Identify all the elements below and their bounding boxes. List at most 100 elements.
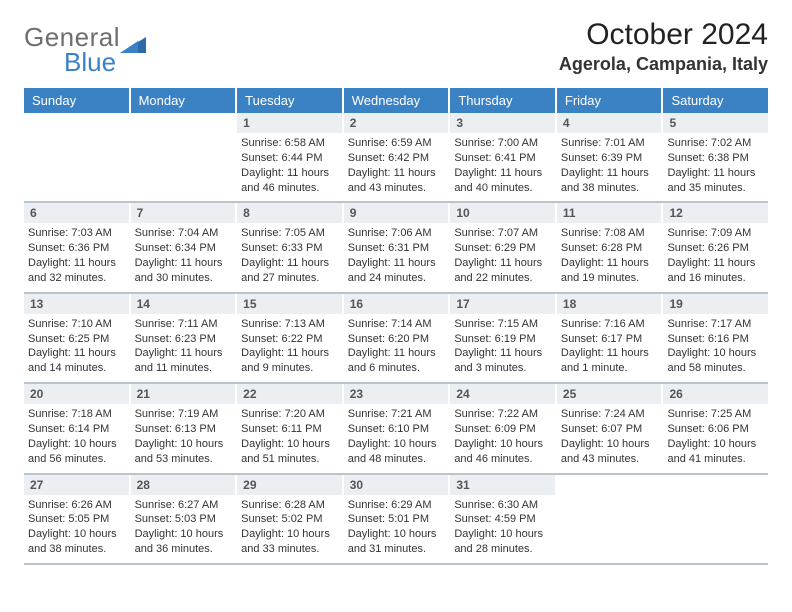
sunset-text: Sunset: 6:22 PM xyxy=(241,332,338,347)
day-cell: 7Sunrise: 7:04 AMSunset: 6:34 PMDaylight… xyxy=(131,203,238,291)
day-cell: 4Sunrise: 7:01 AMSunset: 6:39 PMDaylight… xyxy=(557,113,664,201)
sunset-text: Sunset: 6:16 PM xyxy=(667,332,764,347)
sunset-text: Sunset: 6:23 PM xyxy=(135,332,232,347)
day-body: Sunrise: 7:22 AMSunset: 6:09 PMDaylight:… xyxy=(450,404,555,472)
weekday-header: Monday xyxy=(131,88,238,113)
daylight-text: Daylight: 11 hours and 1 minute. xyxy=(561,346,658,376)
sunrise-text: Sunrise: 7:07 AM xyxy=(454,226,551,241)
day-cell: 30Sunrise: 6:29 AMSunset: 5:01 PMDayligh… xyxy=(344,475,451,563)
sunrise-text: Sunrise: 6:27 AM xyxy=(135,498,232,513)
daylight-text: Daylight: 11 hours and 22 minutes. xyxy=(454,256,551,286)
sunrise-text: Sunrise: 7:16 AM xyxy=(561,317,658,332)
logo: General Blue xyxy=(24,18,146,78)
daylight-text: Daylight: 11 hours and 43 minutes. xyxy=(348,166,445,196)
daylight-text: Daylight: 11 hours and 9 minutes. xyxy=(241,346,338,376)
daylight-text: Daylight: 10 hours and 43 minutes. xyxy=(561,437,658,467)
page-header: General Blue October 2024 Agerola, Campa… xyxy=(24,18,768,78)
week-row: 27Sunrise: 6:26 AMSunset: 5:05 PMDayligh… xyxy=(24,475,768,565)
weekday-header-row: SundayMondayTuesdayWednesdayThursdayFrid… xyxy=(24,88,768,113)
day-cell: 11Sunrise: 7:08 AMSunset: 6:28 PMDayligh… xyxy=(557,203,664,291)
day-number: 18 xyxy=(557,294,662,314)
daylight-text: Daylight: 11 hours and 14 minutes. xyxy=(28,346,125,376)
sunset-text: Sunset: 5:05 PM xyxy=(28,512,125,527)
day-cell: 27Sunrise: 6:26 AMSunset: 5:05 PMDayligh… xyxy=(24,475,131,563)
sunset-text: Sunset: 6:44 PM xyxy=(241,151,338,166)
day-number: 12 xyxy=(663,203,768,223)
sunset-text: Sunset: 6:28 PM xyxy=(561,241,658,256)
day-body: Sunrise: 7:01 AMSunset: 6:39 PMDaylight:… xyxy=(557,133,662,201)
sunrise-text: Sunrise: 7:01 AM xyxy=(561,136,658,151)
sunset-text: Sunset: 6:38 PM xyxy=(667,151,764,166)
day-body: Sunrise: 6:27 AMSunset: 5:03 PMDaylight:… xyxy=(131,495,236,563)
day-body: Sunrise: 7:24 AMSunset: 6:07 PMDaylight:… xyxy=(557,404,662,472)
day-cell: 20Sunrise: 7:18 AMSunset: 6:14 PMDayligh… xyxy=(24,384,131,472)
day-number: 8 xyxy=(237,203,342,223)
daylight-text: Daylight: 10 hours and 41 minutes. xyxy=(667,437,764,467)
sunset-text: Sunset: 6:09 PM xyxy=(454,422,551,437)
sunrise-text: Sunrise: 7:09 AM xyxy=(667,226,764,241)
day-body: Sunrise: 7:21 AMSunset: 6:10 PMDaylight:… xyxy=(344,404,449,472)
day-number: 24 xyxy=(450,384,555,404)
day-cell xyxy=(24,113,131,201)
day-number: 26 xyxy=(663,384,768,404)
daylight-text: Daylight: 11 hours and 35 minutes. xyxy=(667,166,764,196)
day-cell: 21Sunrise: 7:19 AMSunset: 6:13 PMDayligh… xyxy=(131,384,238,472)
day-body: Sunrise: 7:16 AMSunset: 6:17 PMDaylight:… xyxy=(557,314,662,382)
day-body: Sunrise: 7:18 AMSunset: 6:14 PMDaylight:… xyxy=(24,404,129,472)
day-body: Sunrise: 7:05 AMSunset: 6:33 PMDaylight:… xyxy=(237,223,342,291)
day-number: 3 xyxy=(450,113,555,133)
day-number: 2 xyxy=(344,113,449,133)
day-cell: 15Sunrise: 7:13 AMSunset: 6:22 PMDayligh… xyxy=(237,294,344,382)
daylight-text: Daylight: 10 hours and 28 minutes. xyxy=(454,527,551,557)
daylight-text: Daylight: 10 hours and 51 minutes. xyxy=(241,437,338,467)
weekday-header: Saturday xyxy=(663,88,768,113)
sunset-text: Sunset: 6:31 PM xyxy=(348,241,445,256)
day-cell: 10Sunrise: 7:07 AMSunset: 6:29 PMDayligh… xyxy=(450,203,557,291)
sunrise-text: Sunrise: 7:06 AM xyxy=(348,226,445,241)
sunrise-text: Sunrise: 7:03 AM xyxy=(28,226,125,241)
daylight-text: Daylight: 10 hours and 56 minutes. xyxy=(28,437,125,467)
day-number: 25 xyxy=(557,384,662,404)
daylight-text: Daylight: 11 hours and 16 minutes. xyxy=(667,256,764,286)
daylight-text: Daylight: 11 hours and 32 minutes. xyxy=(28,256,125,286)
daylight-text: Daylight: 10 hours and 58 minutes. xyxy=(667,346,764,376)
sunrise-text: Sunrise: 7:22 AM xyxy=(454,407,551,422)
month-title: October 2024 xyxy=(559,18,768,52)
day-cell: 5Sunrise: 7:02 AMSunset: 6:38 PMDaylight… xyxy=(663,113,768,201)
day-number: 4 xyxy=(557,113,662,133)
day-number: 5 xyxy=(663,113,768,133)
sunset-text: Sunset: 6:06 PM xyxy=(667,422,764,437)
sunset-text: Sunset: 5:03 PM xyxy=(135,512,232,527)
day-body: Sunrise: 7:11 AMSunset: 6:23 PMDaylight:… xyxy=(131,314,236,382)
day-number: 23 xyxy=(344,384,449,404)
day-cell: 14Sunrise: 7:11 AMSunset: 6:23 PMDayligh… xyxy=(131,294,238,382)
sunrise-text: Sunrise: 7:18 AM xyxy=(28,407,125,422)
sunset-text: Sunset: 6:19 PM xyxy=(454,332,551,347)
day-number: 19 xyxy=(663,294,768,314)
sunset-text: Sunset: 6:26 PM xyxy=(667,241,764,256)
day-cell: 1Sunrise: 6:58 AMSunset: 6:44 PMDaylight… xyxy=(237,113,344,201)
day-body: Sunrise: 6:30 AMSunset: 4:59 PMDaylight:… xyxy=(450,495,555,563)
daylight-text: Daylight: 10 hours and 31 minutes. xyxy=(348,527,445,557)
daylight-text: Daylight: 11 hours and 40 minutes. xyxy=(454,166,551,196)
day-number: 15 xyxy=(237,294,342,314)
weekday-header: Wednesday xyxy=(344,88,451,113)
sunset-text: Sunset: 6:34 PM xyxy=(135,241,232,256)
sunrise-text: Sunrise: 6:26 AM xyxy=(28,498,125,513)
sunrise-text: Sunrise: 7:11 AM xyxy=(135,317,232,332)
day-cell: 6Sunrise: 7:03 AMSunset: 6:36 PMDaylight… xyxy=(24,203,131,291)
sunrise-text: Sunrise: 7:24 AM xyxy=(561,407,658,422)
sunrise-text: Sunrise: 7:00 AM xyxy=(454,136,551,151)
day-body: Sunrise: 7:14 AMSunset: 6:20 PMDaylight:… xyxy=(344,314,449,382)
day-body: Sunrise: 7:04 AMSunset: 6:34 PMDaylight:… xyxy=(131,223,236,291)
sunset-text: Sunset: 6:13 PM xyxy=(135,422,232,437)
sunrise-text: Sunrise: 7:14 AM xyxy=(348,317,445,332)
day-cell: 17Sunrise: 7:15 AMSunset: 6:19 PMDayligh… xyxy=(450,294,557,382)
sunrise-text: Sunrise: 7:17 AM xyxy=(667,317,764,332)
sunset-text: Sunset: 5:02 PM xyxy=(241,512,338,527)
day-number: 21 xyxy=(131,384,236,404)
day-cell: 22Sunrise: 7:20 AMSunset: 6:11 PMDayligh… xyxy=(237,384,344,472)
day-body: Sunrise: 7:02 AMSunset: 6:38 PMDaylight:… xyxy=(663,133,768,201)
day-cell: 3Sunrise: 7:00 AMSunset: 6:41 PMDaylight… xyxy=(450,113,557,201)
sunrise-text: Sunrise: 6:58 AM xyxy=(241,136,338,151)
